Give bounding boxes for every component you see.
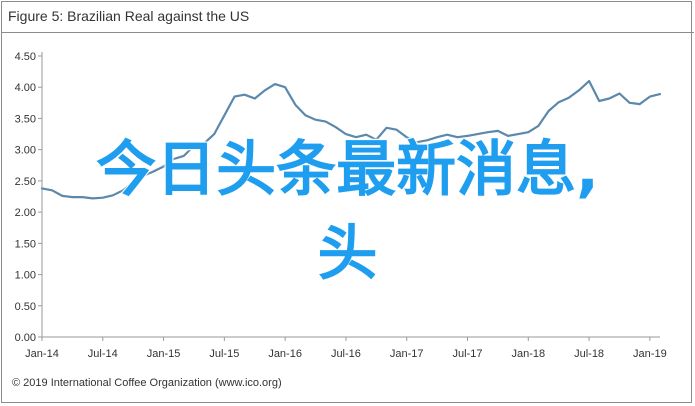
y-tick-label: 3.50 xyxy=(15,113,36,125)
y-tick-label: 2.50 xyxy=(15,176,36,188)
y-tick-label: 1.50 xyxy=(15,238,36,250)
x-tick-label: Jan-14 xyxy=(25,348,59,360)
x-tick-label: Jul-15 xyxy=(209,348,239,360)
title-divider xyxy=(1,32,694,33)
source-text: © 2019 International Coffee Organization xyxy=(12,377,212,389)
y-tick-label: 0.00 xyxy=(15,332,36,344)
y-tick-label: 2.00 xyxy=(15,207,36,219)
x-tick-label: Jan-15 xyxy=(147,348,181,360)
overlay-text-line-1: 今日头条最新消息, xyxy=(95,135,600,205)
x-tick-label: Jan-17 xyxy=(390,348,424,360)
source-note: © 2019 International Coffee Organization… xyxy=(12,377,282,389)
x-tick-label: Jan-16 xyxy=(268,348,302,360)
overlay-text-line-2: 头 xyxy=(317,219,379,289)
y-tick-label: 4.00 xyxy=(15,82,36,94)
y-tick-label: 0.50 xyxy=(15,301,36,313)
source-link[interactable]: (www.ico.org) xyxy=(215,377,282,389)
x-tick-label: Jul-14 xyxy=(88,348,118,360)
x-tick-label: Jul-17 xyxy=(453,348,483,360)
x-tick-label: Jan-19 xyxy=(633,348,667,360)
y-tick-label: 1.00 xyxy=(15,270,36,282)
x-tick-label: Jul-18 xyxy=(574,348,604,360)
y-tick-label: 4.50 xyxy=(15,51,36,63)
x-tick-label: Jan-18 xyxy=(511,348,545,360)
y-tick-label: 3.00 xyxy=(15,145,36,157)
x-tick-label: Jul-16 xyxy=(331,348,361,360)
series-line xyxy=(40,79,662,200)
figure-title: Figure 5: Brazilian Real against the US xyxy=(8,8,250,24)
